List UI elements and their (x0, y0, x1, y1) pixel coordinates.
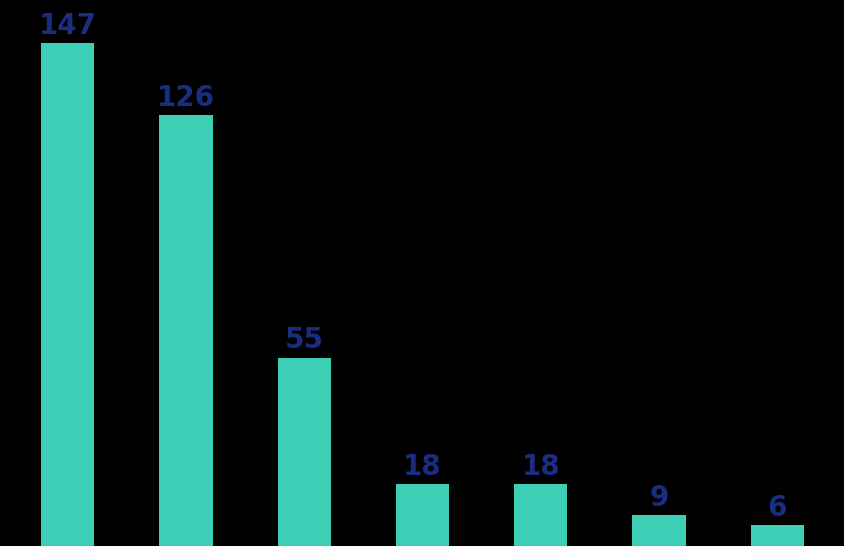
Text: 126: 126 (157, 84, 214, 111)
Bar (277, 358, 331, 546)
Bar (513, 484, 566, 546)
Text: 9: 9 (649, 484, 668, 512)
Bar (41, 43, 94, 546)
Text: 18: 18 (521, 453, 560, 481)
Text: 18: 18 (403, 453, 441, 481)
Bar (631, 515, 685, 546)
Bar (159, 115, 213, 546)
Text: 6: 6 (767, 494, 786, 522)
Bar (395, 484, 449, 546)
Text: 55: 55 (284, 327, 323, 354)
Bar (750, 525, 803, 546)
Text: 147: 147 (39, 11, 96, 40)
